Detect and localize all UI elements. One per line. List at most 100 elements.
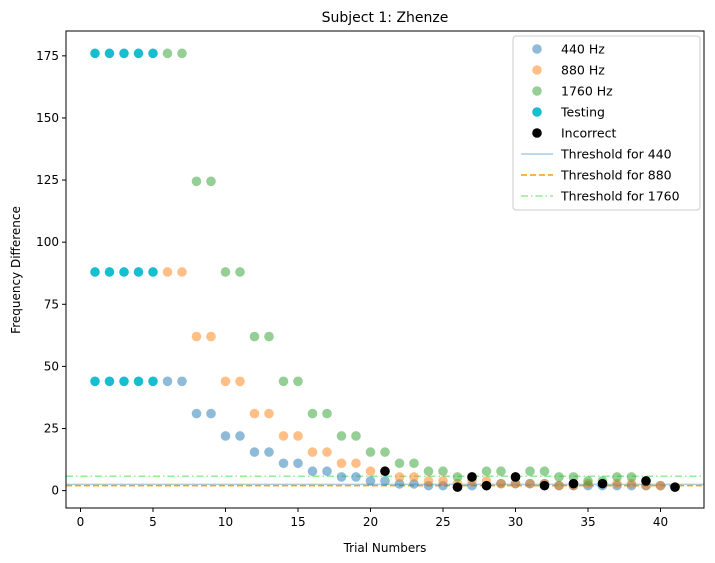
data-point-s1-12 xyxy=(336,458,347,469)
plot-area xyxy=(66,48,704,492)
data-point-s1-7 xyxy=(264,408,274,419)
data-point-s2-27 xyxy=(554,472,564,482)
y-tick-label-1: 25 xyxy=(44,422,59,436)
plot-frame xyxy=(65,30,705,509)
data-point-s4-2 xyxy=(467,472,477,482)
data-point-s2-25 xyxy=(525,466,535,477)
data-point-s2-28 xyxy=(568,472,579,482)
data-point-s1-2 xyxy=(191,331,202,342)
legend-marker-2 xyxy=(532,86,542,96)
data-point-s2-6 xyxy=(249,331,260,342)
legend-label-4: Incorrect xyxy=(561,126,616,141)
data-point-s1-27 xyxy=(554,480,564,491)
data-point-s2-13 xyxy=(351,431,361,441)
data-point-s1-16 xyxy=(394,472,405,482)
x-tick-label-3: 15 xyxy=(290,515,305,529)
data-point-s1-31 xyxy=(612,478,622,489)
chart-title: Subject 1: Zhenze xyxy=(322,10,449,26)
data-point-s0-2 xyxy=(191,408,202,419)
data-point-s1-24 xyxy=(510,478,521,489)
data-point-s3-8 xyxy=(133,267,144,277)
data-point-s3-9 xyxy=(148,267,158,277)
y-tick-label-5: 125 xyxy=(36,173,59,187)
data-point-s0-0 xyxy=(162,376,173,387)
data-point-s2-2 xyxy=(191,176,202,187)
data-point-s4-0 xyxy=(380,466,390,477)
data-point-s4-3 xyxy=(481,480,492,491)
legend-label-0: 440 Hz xyxy=(561,42,605,57)
data-point-s0-10 xyxy=(307,466,318,477)
data-point-s0-15 xyxy=(380,476,390,486)
data-point-s1-0 xyxy=(162,267,173,277)
data-point-s3-14 xyxy=(148,376,158,387)
y-tick-label-3: 75 xyxy=(44,297,59,311)
data-point-s3-7 xyxy=(119,267,129,277)
data-point-s1-19 xyxy=(438,476,448,486)
data-point-s1-34 xyxy=(655,480,666,491)
x-tick-label-6: 30 xyxy=(508,515,523,529)
data-point-s4-5 xyxy=(539,480,550,491)
y-tick-label-4: 100 xyxy=(36,235,59,249)
data-point-s3-12 xyxy=(119,376,129,387)
data-point-s2-15 xyxy=(380,447,390,457)
data-point-s1-4 xyxy=(220,376,231,387)
data-point-s3-10 xyxy=(90,376,100,387)
x-axis-label: Trial Numbers xyxy=(343,541,427,555)
x-tick-label-1: 5 xyxy=(149,515,157,529)
data-point-s2-23 xyxy=(496,466,506,477)
data-point-s0-9 xyxy=(293,458,303,469)
data-point-s2-17 xyxy=(409,458,419,469)
legend-label-2: 1760 Hz xyxy=(561,84,613,99)
legend-label-3: Testing xyxy=(560,105,605,120)
data-point-s2-9 xyxy=(293,376,303,387)
data-point-s1-14 xyxy=(365,466,376,477)
data-point-s1-8 xyxy=(278,431,289,441)
data-point-s1-25 xyxy=(525,478,535,489)
data-point-s0-17 xyxy=(409,479,419,489)
data-point-s4-4 xyxy=(510,472,521,482)
data-point-s2-26 xyxy=(539,466,550,477)
legend-label-5: Threshold for 440 xyxy=(560,147,672,162)
data-point-s1-32 xyxy=(626,478,637,489)
data-point-s3-6 xyxy=(104,267,115,277)
x-tick-label-4: 20 xyxy=(363,515,378,529)
legend-marker-4 xyxy=(532,128,542,138)
data-point-s2-8 xyxy=(278,376,289,387)
data-point-s0-4 xyxy=(220,431,231,441)
x-tick-label-5: 25 xyxy=(435,515,450,529)
data-point-s3-5 xyxy=(90,267,100,277)
x-tick-label-0: 0 xyxy=(77,515,85,529)
data-point-s0-12 xyxy=(336,472,347,482)
data-point-s0-3 xyxy=(206,408,216,419)
data-point-s3-1 xyxy=(104,48,115,59)
data-point-s2-19 xyxy=(438,466,448,477)
data-point-s0-5 xyxy=(235,431,245,441)
data-point-s0-16 xyxy=(394,479,405,489)
legend-label-7: Threshold for 1760 xyxy=(560,189,680,204)
data-point-s2-3 xyxy=(206,176,216,187)
data-point-s2-18 xyxy=(423,466,434,477)
legend-marker-1 xyxy=(532,65,542,75)
data-point-s2-16 xyxy=(394,458,405,469)
data-point-s2-22 xyxy=(481,466,492,477)
legend-marker-0 xyxy=(532,44,542,54)
data-point-s4-9 xyxy=(670,482,680,492)
data-point-s1-23 xyxy=(496,478,506,489)
data-point-s2-10 xyxy=(307,408,318,419)
data-point-s1-10 xyxy=(307,447,318,457)
data-point-s1-17 xyxy=(409,472,419,482)
data-point-s3-4 xyxy=(148,48,158,59)
data-point-s1-13 xyxy=(351,458,361,469)
data-point-s2-1 xyxy=(177,48,187,59)
data-point-s4-8 xyxy=(641,476,651,486)
y-tick-label-6: 150 xyxy=(36,111,59,125)
data-point-s1-9 xyxy=(293,431,303,441)
data-point-s2-11 xyxy=(322,408,332,419)
data-point-s3-0 xyxy=(90,48,100,59)
data-point-s2-5 xyxy=(235,267,245,277)
data-point-s4-6 xyxy=(568,478,579,489)
data-point-s3-2 xyxy=(119,48,129,59)
data-point-s4-7 xyxy=(597,478,608,489)
legend-marker-3 xyxy=(532,107,542,117)
